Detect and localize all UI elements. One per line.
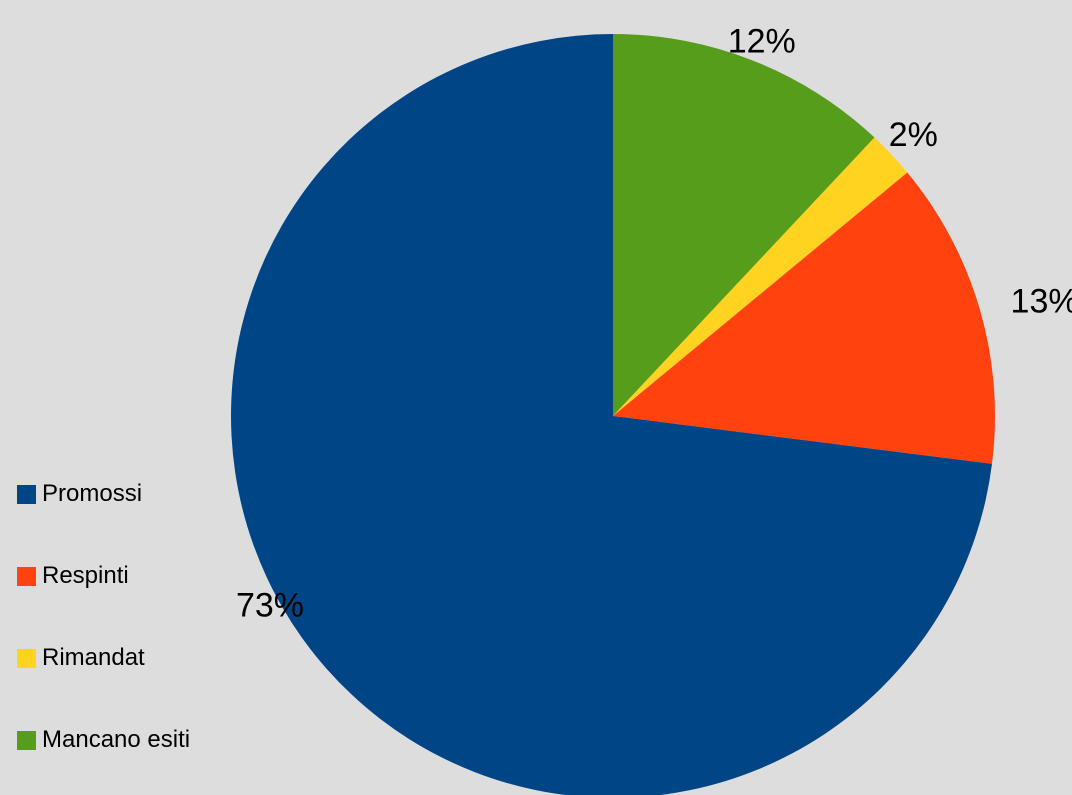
pie-slices [231,34,995,795]
pie-value-labels: 12% 2% 13% 73% [236,22,1072,624]
legend-item-mancano-esiti: Mancano esiti [17,723,247,795]
pie-value-label: 13% [1011,282,1072,320]
legend-label: Respinti [42,562,129,589]
legend-label: Promossi [42,480,143,507]
legend-swatch [17,485,36,504]
pie-slice-rimandat [613,137,908,416]
legend-item-rimandat: Rimandat [17,641,247,723]
pie-slice-respinti [613,172,995,464]
pie-slice-promossi [231,34,992,795]
legend-swatch [17,731,36,750]
legend-label: Mancano esiti [42,726,191,753]
pie-value-label: 2% [889,116,938,154]
legend-swatch [17,649,36,668]
pie-value-label: 12% [728,22,796,60]
legend-item-promossi: Promossi [17,477,247,559]
legend-label: Rimandat [42,644,145,671]
pie-value-label: 73% [236,587,304,625]
pie-slice-mancano-esiti [613,34,875,416]
legend-swatch [17,567,36,586]
legend: Promossi Respinti Rimandat Mancano esiti [17,477,247,795]
legend-item-respinti: Respinti [17,559,247,641]
